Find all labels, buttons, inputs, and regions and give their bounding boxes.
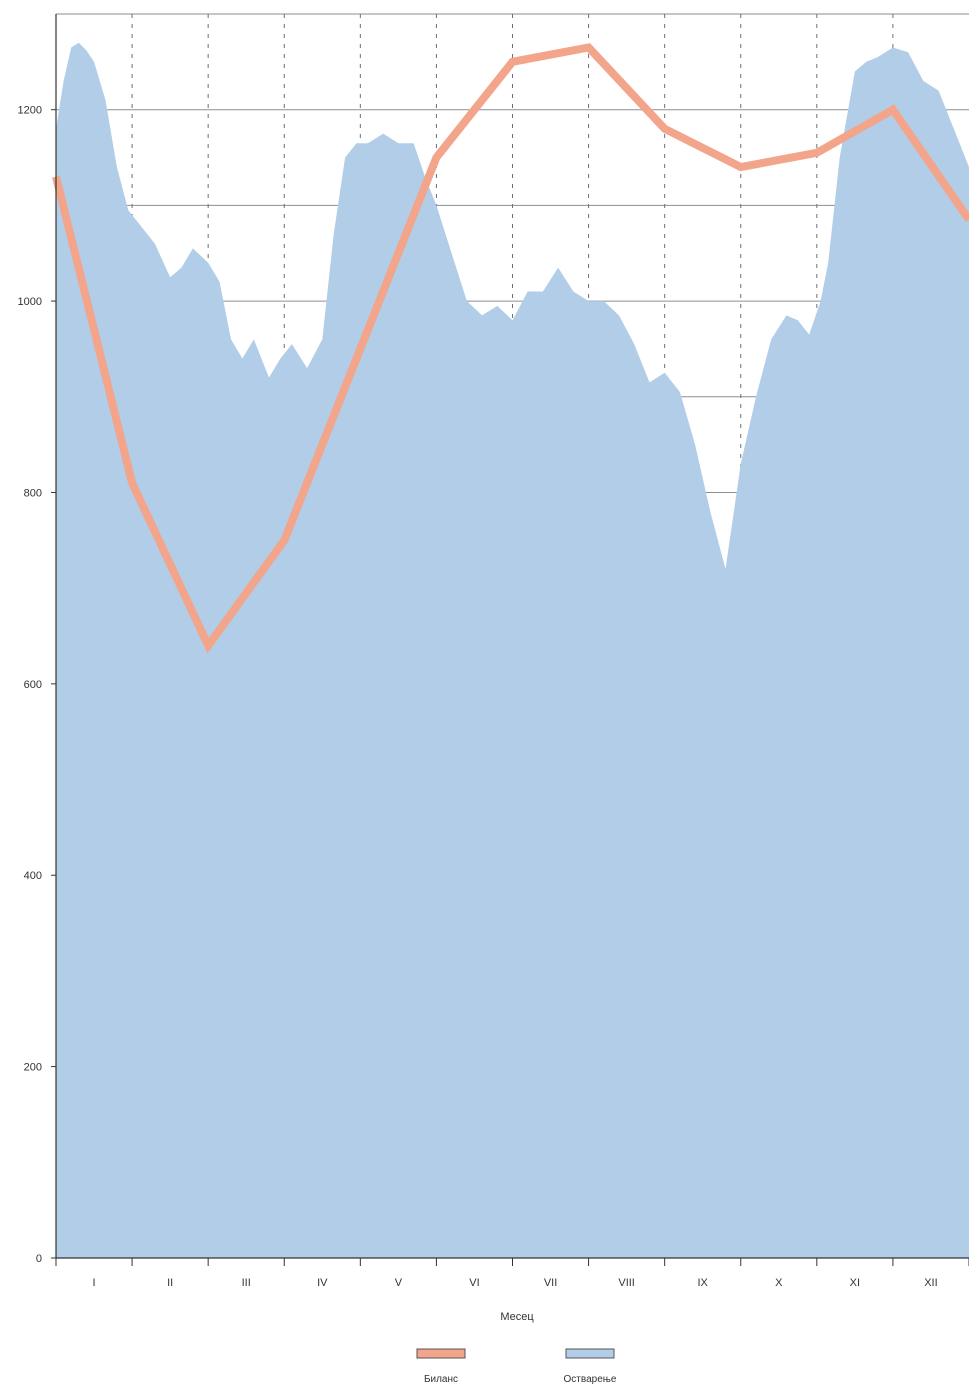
- line-series-Биланс: [52, 43, 969, 654]
- legend-swatch: [416, 1348, 466, 1359]
- x-tick-label: III: [242, 1277, 251, 1289]
- legend-label: Биланс: [424, 1374, 458, 1385]
- y-tick-label: 200: [24, 1062, 42, 1074]
- x-axis-title: Месец: [500, 1311, 534, 1323]
- x-tick-label: IX: [698, 1277, 709, 1289]
- x-tick-label: V: [395, 1277, 403, 1289]
- x-tick-label: XI: [850, 1277, 860, 1289]
- area-series-Остварење: [56, 42, 969, 1259]
- y-tick-label: 1200: [18, 105, 42, 117]
- x-tick-label: VII: [544, 1277, 557, 1289]
- y-tick-label: 800: [24, 487, 42, 499]
- y-tick-label: 0: [36, 1253, 42, 1265]
- x-tick-label: IV: [317, 1277, 328, 1289]
- x-tick-label: VIII: [618, 1277, 635, 1289]
- legend: Биланс Остварење: [416, 1348, 617, 1385]
- x-tick-label: II: [167, 1277, 173, 1289]
- y-tick-label: 400: [24, 870, 42, 882]
- x-tick-label: XII: [924, 1277, 937, 1289]
- y-tick-label: 600: [24, 679, 42, 691]
- x-tick-label: VI: [469, 1277, 479, 1289]
- series-layer: [52, 42, 969, 1259]
- x-tick-label: I: [93, 1277, 96, 1289]
- legend-swatch: [565, 1348, 615, 1359]
- x-tick-label: X: [775, 1277, 783, 1289]
- y-tick-label: 1000: [18, 296, 42, 308]
- legend-label: Остварење: [564, 1374, 617, 1385]
